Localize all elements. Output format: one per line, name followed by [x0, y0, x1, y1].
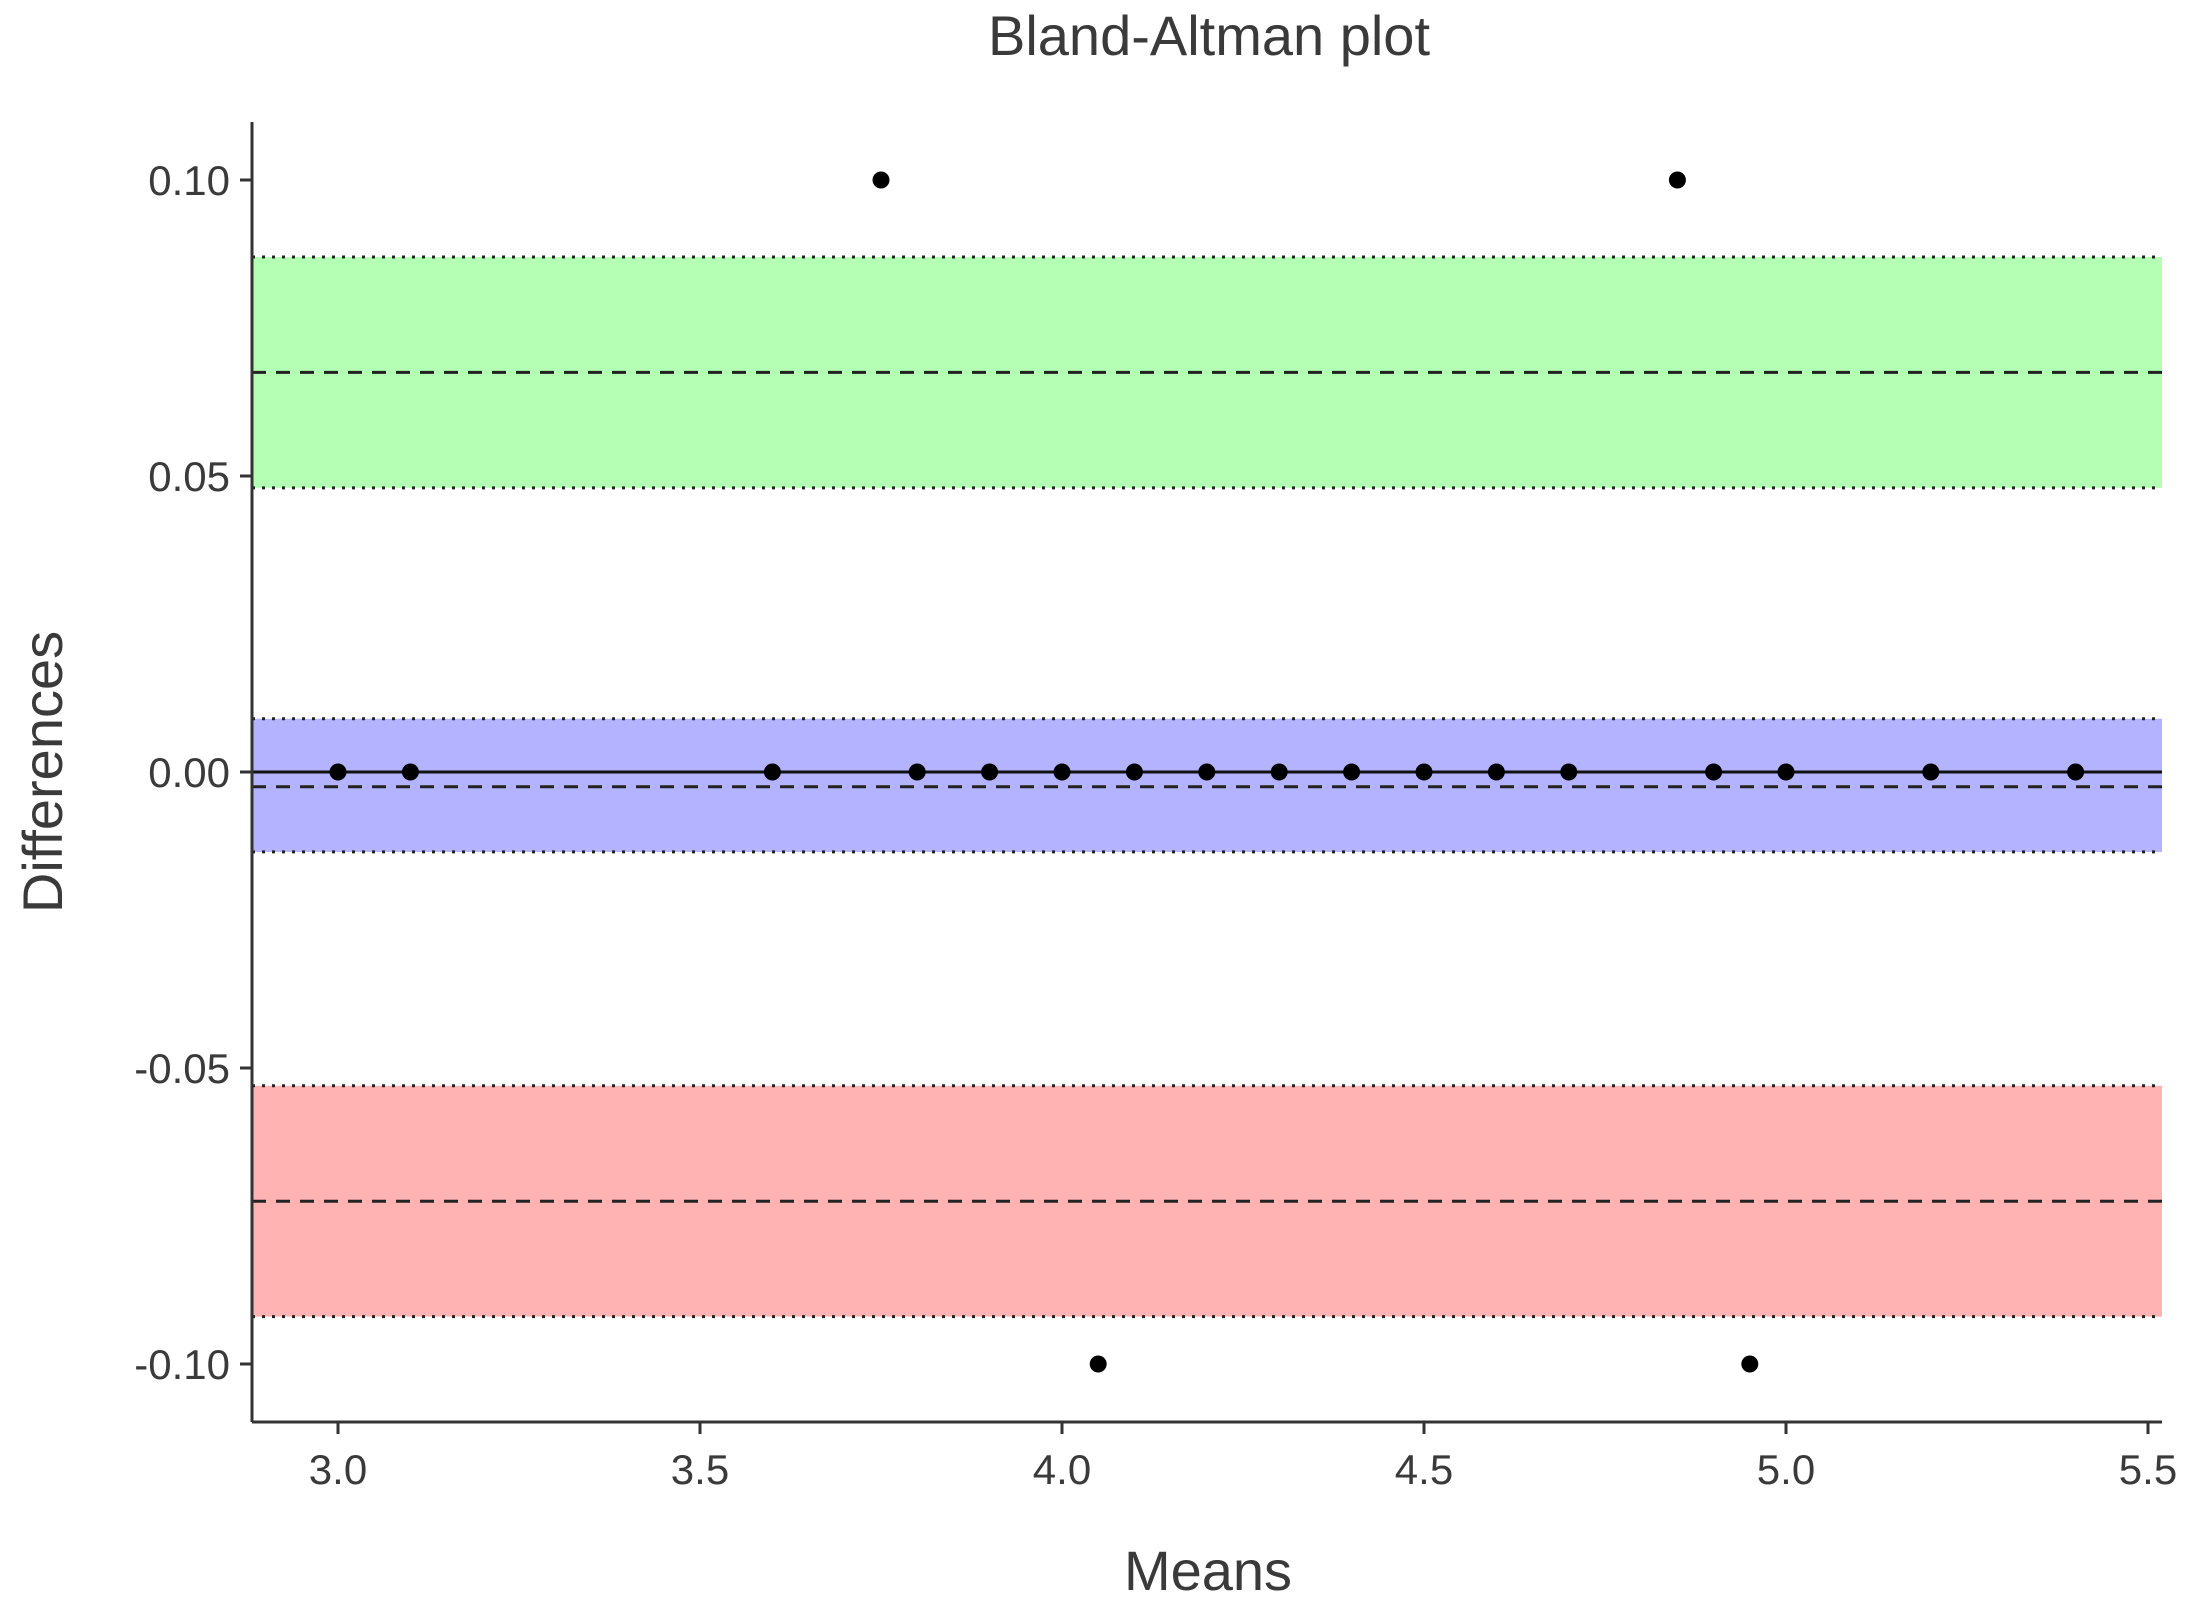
chart-title: Bland-Altman plot — [988, 4, 1430, 67]
x-tick-label-2: 4.0 — [1033, 1446, 1091, 1493]
data-point-20 — [2067, 763, 2085, 781]
y-tick-label-4: -0.10 — [134, 1341, 230, 1388]
y-tick-label-3: -0.05 — [134, 1045, 230, 1092]
data-point-15 — [1668, 171, 1686, 189]
data-point-13 — [1487, 763, 1505, 781]
data-point-11 — [1343, 763, 1361, 781]
data-point-3 — [872, 171, 890, 189]
data-point-14 — [1560, 763, 1578, 781]
band-1 — [252, 718, 2162, 852]
data-point-8 — [1125, 763, 1143, 781]
x-tick-label-4: 5.0 — [1757, 1446, 1815, 1493]
data-point-19 — [1922, 763, 1940, 781]
data-point-10 — [1270, 763, 1288, 781]
data-point-9 — [1198, 763, 1216, 781]
data-point-1 — [401, 763, 419, 781]
data-point-16 — [1705, 763, 1723, 781]
y-tick-label-0: 0.10 — [148, 157, 230, 204]
y-tick-label-2: 0.00 — [148, 749, 230, 796]
band-0 — [252, 256, 2162, 488]
bands-layer — [252, 256, 2162, 1317]
data-point-6 — [1053, 763, 1071, 781]
data-point-17 — [1741, 1355, 1759, 1373]
axes-layer: 0.10 0.05 0.00 -0.05 -0.10 3.0 3.5 4.0 4.5 5.0 5.5 — [134, 122, 2177, 1493]
x-tick-label-3: 4.5 — [1395, 1446, 1453, 1493]
data-point-12 — [1415, 763, 1433, 781]
x-tick-label-0: 3.0 — [309, 1446, 367, 1493]
points-layer — [329, 171, 2085, 1373]
y-tick-label-1: 0.05 — [148, 453, 230, 500]
data-point-4 — [908, 763, 926, 781]
band-2 — [252, 1085, 2162, 1317]
data-point-0 — [329, 763, 347, 781]
x-tick-label-1: 3.5 — [671, 1446, 729, 1493]
data-point-5 — [981, 763, 999, 781]
data-point-7 — [1089, 1355, 1107, 1373]
y-axis-label: Differences — [11, 631, 74, 913]
data-point-2 — [763, 763, 781, 781]
x-axis-label: Means — [1124, 1539, 1292, 1602]
data-point-18 — [1777, 763, 1795, 781]
x-tick-label-5: 5.5 — [2119, 1446, 2177, 1493]
